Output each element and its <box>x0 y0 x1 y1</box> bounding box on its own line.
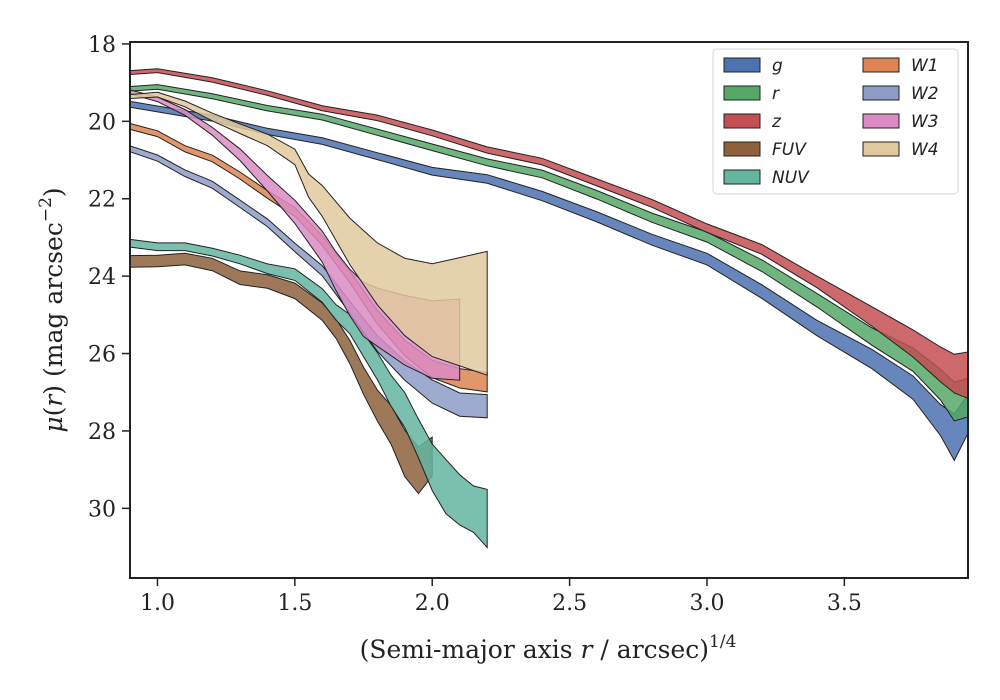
series-band-nuv <box>130 238 488 549</box>
series-band-w1 <box>130 122 488 393</box>
x-tick-label: 2.5 <box>552 591 587 616</box>
y-axis-label-var: r <box>39 393 68 407</box>
x-tick-label: 2.0 <box>415 591 450 616</box>
legend-label-nuv: NUV <box>772 168 810 188</box>
legend-box <box>712 48 959 195</box>
x-axis-ticks: 1.0 1.5 2.0 2.5 3.0 3.5 <box>140 578 862 616</box>
legend-label-w4: W4 <box>911 140 939 160</box>
y-tick-label: 20 <box>88 110 116 135</box>
series-band-w2 <box>130 145 488 419</box>
y-axis-label-mu: μ <box>39 416 68 432</box>
legend-swatch-z <box>723 113 761 129</box>
x-tick-label: 1.5 <box>277 591 312 616</box>
legend-label-r: r <box>772 84 780 104</box>
y-tick-label: 18 <box>88 33 116 58</box>
y-axis-label-end: ) <box>39 187 68 197</box>
y-tick-label: 22 <box>88 188 116 213</box>
legend-label-z: z <box>771 112 782 132</box>
legend-swatch-fuv <box>723 141 761 157</box>
y-tick-label: 24 <box>88 265 116 290</box>
legend-swatch-w2 <box>862 85 900 101</box>
plot-areas <box>130 68 968 549</box>
legend-swatch-w3 <box>862 113 900 129</box>
y-axis-label-open: ( <box>39 407 68 417</box>
y-tick-label: 30 <box>88 497 116 522</box>
x-tick-label: 3.0 <box>689 591 724 616</box>
plot-frame <box>129 41 969 579</box>
x-axis-label-prefix: (Semi-major axis <box>360 635 581 664</box>
y-axis-label: μ(r) (mag arcsec−2) <box>36 187 68 432</box>
series-band-g <box>130 100 968 462</box>
legend-swatch-w1 <box>862 57 900 73</box>
y-axis-label-unit: (mag arcsec <box>39 222 68 385</box>
legend-swatch-nuv <box>723 169 761 185</box>
y-axis-label-close: ) <box>39 385 68 395</box>
y-tick-label: 26 <box>88 343 116 368</box>
x-tick-label: 3.5 <box>827 591 862 616</box>
x-axis-label: (Semi-major axis r / arcsec)1/4 <box>360 632 737 664</box>
x-axis-label-sup: 1/4 <box>709 632 736 652</box>
y-tick-label: 28 <box>88 420 116 445</box>
series-band-z <box>130 68 968 399</box>
legend-label-w3: W3 <box>911 112 939 132</box>
legend-label-g: g <box>772 56 783 76</box>
series-band-w3 <box>130 89 461 381</box>
x-axis-label-var: r <box>581 635 595 664</box>
y-axis-label-sup: −2 <box>36 197 56 222</box>
x-tick-label: 1.0 <box>140 591 175 616</box>
legend-label-w2: W2 <box>911 84 939 104</box>
legend-label-w1: W1 <box>911 56 939 76</box>
legend-swatch-g <box>723 57 761 73</box>
series-band-r <box>130 84 968 422</box>
legend-swatch-r <box>723 85 761 101</box>
x-axis-label-mid: / arcsec) <box>592 635 709 664</box>
legend: grz FUV NUV W1 W2 W3 W4 <box>712 48 959 195</box>
legend-label-fuv: FUV <box>772 140 807 160</box>
legend-swatch-w4 <box>862 141 900 157</box>
series-band-w4 <box>130 91 488 376</box>
y-axis-ticks: 18 20 22 24 26 28 30 <box>88 33 130 522</box>
